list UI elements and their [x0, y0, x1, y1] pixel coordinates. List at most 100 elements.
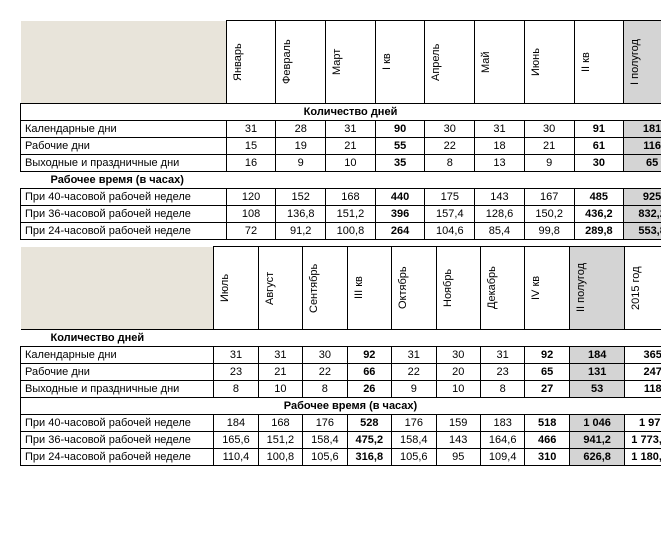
cell: 22: [303, 364, 347, 381]
cell: 289,8: [574, 223, 624, 240]
cell: 158,4: [392, 432, 436, 449]
cell: 168: [258, 415, 302, 432]
cell: 8: [425, 155, 475, 172]
cell: 151,2: [258, 432, 302, 449]
cell: 528: [347, 415, 391, 432]
cell: 30: [524, 121, 574, 138]
cell: 91: [574, 121, 624, 138]
table-row: При 36-часовой рабочей неделе108136,8151…: [21, 206, 661, 223]
row-label: При 36-часовой рабочей неделе: [21, 206, 227, 223]
cell: 136,8: [276, 206, 326, 223]
cell: 18: [475, 138, 525, 155]
cell: 518: [525, 415, 569, 432]
col-header: Январь: [226, 21, 276, 104]
section-header: Рабочее время (в часах): [21, 398, 661, 415]
col-header: III кв: [347, 247, 391, 330]
cell: 31: [214, 347, 258, 364]
row-label: При 40-часовой рабочей неделе: [21, 415, 214, 432]
header-row: ЯнварьФевральМартI квАпрельМайИюньII квI…: [21, 21, 661, 104]
cell: 110,4: [214, 449, 258, 466]
cell: 128,6: [475, 206, 525, 223]
cell: 116: [624, 138, 661, 155]
col-header: Июнь: [524, 21, 574, 104]
cell: 23: [214, 364, 258, 381]
col-header: Апрель: [425, 21, 475, 104]
cell: 152: [276, 189, 326, 206]
col-header: Август: [258, 247, 302, 330]
cell: 184: [214, 415, 258, 432]
cell: 165,6: [214, 432, 258, 449]
cell: 22: [425, 138, 475, 155]
cell: 23: [480, 364, 524, 381]
col-header: Ноябрь: [436, 247, 480, 330]
cell: 159: [436, 415, 480, 432]
cell: 10: [326, 155, 376, 172]
cell: 9: [524, 155, 574, 172]
cell: 92: [525, 347, 569, 364]
cell: 832,2: [624, 206, 661, 223]
col-header: II полугод: [569, 247, 625, 330]
cell: 65: [624, 155, 661, 172]
cell: 99,8: [524, 223, 574, 240]
cell: 247: [625, 364, 661, 381]
col-header: Сентябрь: [303, 247, 347, 330]
cell: 183: [480, 415, 524, 432]
cell: 436,2: [574, 206, 624, 223]
cell: 1 971: [625, 415, 661, 432]
col-header: Март: [326, 21, 376, 104]
cell: 30: [574, 155, 624, 172]
cell: 168: [326, 189, 376, 206]
cell: 22: [392, 364, 436, 381]
section-header: Рабочее время (в часах): [21, 172, 661, 189]
cell: 105,6: [392, 449, 436, 466]
table-row: При 40-часовой рабочей неделе12015216844…: [21, 189, 661, 206]
cell: 9: [276, 155, 326, 172]
cell: 65: [525, 364, 569, 381]
col-header: II кв: [574, 21, 624, 104]
cell: 30: [425, 121, 475, 138]
col-header: I кв: [375, 21, 425, 104]
row-label: Календарные дни: [21, 121, 227, 138]
cell: 164,6: [480, 432, 524, 449]
row-label: Рабочие дни: [21, 364, 214, 381]
cell: 90: [375, 121, 425, 138]
cell: 72: [226, 223, 276, 240]
cell: 150,2: [524, 206, 574, 223]
cell: 440: [375, 189, 425, 206]
cell: 10: [436, 381, 480, 398]
cell: 9: [392, 381, 436, 398]
cell: 26: [347, 381, 391, 398]
row-label: При 36-часовой рабочей неделе: [21, 432, 214, 449]
cell: 31: [480, 347, 524, 364]
cell: 176: [303, 415, 347, 432]
cell: 1 773,40: [625, 432, 661, 449]
cell: 120: [226, 189, 276, 206]
cell: 475,2: [347, 432, 391, 449]
cell: 466: [525, 432, 569, 449]
row-label: Календарные дни: [21, 347, 214, 364]
cell: 105,6: [303, 449, 347, 466]
cell: 27: [525, 381, 569, 398]
cell: 13: [475, 155, 525, 172]
cell: 35: [375, 155, 425, 172]
cell: 131: [569, 364, 625, 381]
cell: 85,4: [475, 223, 525, 240]
cell: 31: [326, 121, 376, 138]
cell: 21: [258, 364, 302, 381]
cell: 55: [375, 138, 425, 155]
table-row: При 36-часовой рабочей неделе165,6151,2 1…: [21, 432, 661, 449]
col-header: Май: [475, 21, 525, 104]
cell: 143: [475, 189, 525, 206]
cell: 100,8: [258, 449, 302, 466]
cell: 8: [303, 381, 347, 398]
cell: 626,8: [569, 449, 625, 466]
cell: 181: [624, 121, 661, 138]
cell: 485: [574, 189, 624, 206]
cell: 175: [425, 189, 475, 206]
cell: 176: [392, 415, 436, 432]
row-label: При 24-часовой рабочей неделе: [21, 223, 227, 240]
table-row: Рабочие дни1519215522182161116: [21, 138, 661, 155]
cell: 31: [392, 347, 436, 364]
col-header: Декабрь: [480, 247, 524, 330]
cell: 95: [436, 449, 480, 466]
